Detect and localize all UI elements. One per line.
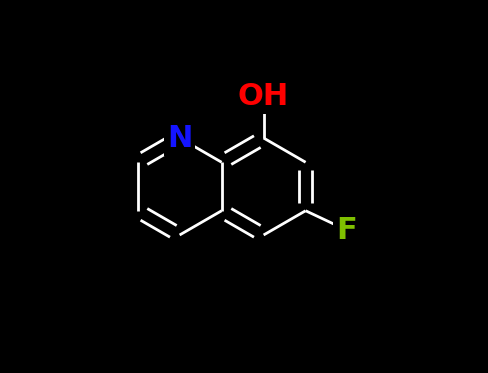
Text: N: N [167, 123, 192, 153]
Text: OH: OH [238, 82, 289, 111]
Text: F: F [336, 216, 357, 245]
